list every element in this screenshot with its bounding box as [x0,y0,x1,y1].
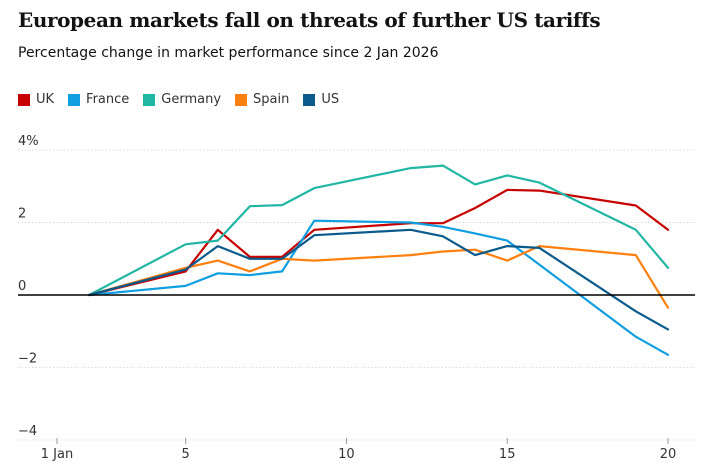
x-tick-label: 20 [660,447,677,462]
series-layer [88,164,670,356]
legend-swatch [303,93,316,106]
y-tick-label: 0 [18,279,26,294]
x-tick-label: 1 Jan [41,447,73,462]
legend-label: US [321,92,340,107]
y-tick-label: 2 [18,207,26,222]
legend-label: Germany [161,92,222,107]
chart-subtitle: Percentage change in market performance … [18,45,439,61]
x-tick-label: 10 [338,447,355,462]
legend-label: Spain [253,92,290,107]
grid-layer [18,149,695,441]
axis-layer: 4%20−2−41 Jan 5 10 15 20 [18,134,695,462]
legend-swatch [235,93,248,106]
legend: UK France Germany Spain US [18,92,353,107]
legend-item-us: US [303,92,339,107]
y-tick-label: 4% [18,134,39,149]
series-line-spain [88,245,670,309]
y-tick-label: −4 [18,424,37,439]
series-line-germany [88,164,670,297]
series-line-us [88,228,670,331]
series-line-uk [88,188,670,297]
chart-title: European markets fall on threats of furt… [18,8,601,32]
legend-label: UK [36,92,55,107]
y-tick-label: −2 [18,352,37,367]
legend-item-france: France [68,92,129,107]
legend-label: France [86,92,130,107]
legend-swatch [68,93,81,106]
legend-item-germany: Germany [143,92,221,107]
legend-swatch [18,93,30,106]
x-tick-label: 5 [181,447,189,462]
x-tick-label: 15 [499,447,516,462]
legend-swatch [143,93,156,106]
legend-item-spain: Spain [235,92,289,107]
series-line-france [88,219,670,356]
legend-item-uk: UK [18,92,54,107]
